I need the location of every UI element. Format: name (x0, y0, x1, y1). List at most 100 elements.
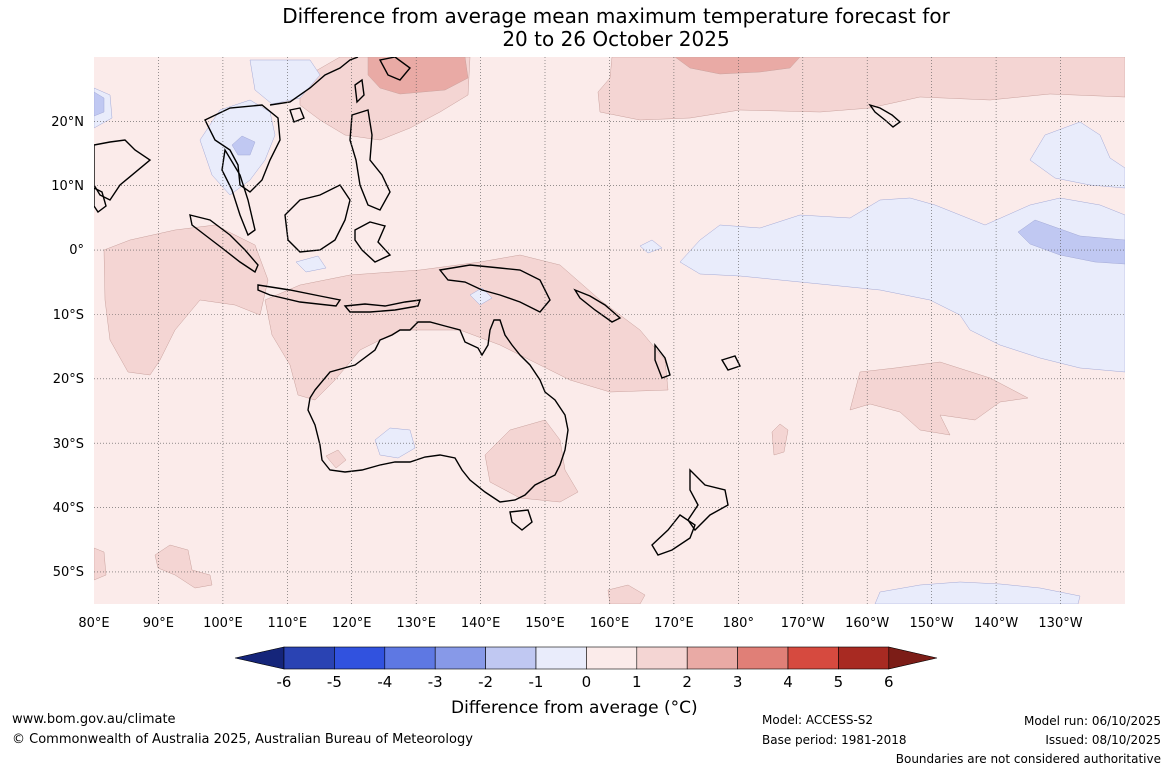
colorbar-bin (384, 646, 436, 670)
colorbar-arrow-low (234, 646, 285, 670)
new-zealand-south-coastline (651, 514, 696, 556)
lon-label: 150°E (525, 616, 565, 631)
lon-label: 140°W (974, 616, 1018, 631)
warm-anomaly-south-indian (154, 544, 213, 589)
colorbar-bin (334, 646, 386, 670)
sumatra-coastline (189, 214, 259, 274)
base-period: Base period: 1981-2018 (762, 733, 907, 747)
cool-anomaly-borneo-coast (295, 255, 327, 273)
cool-anomaly-south-pacific-band (874, 581, 1081, 604)
lon-label: 90°E (143, 616, 174, 631)
lat-label: 40°S (53, 501, 84, 516)
colorbar-tick: 4 (783, 673, 793, 691)
indochina-coastline (204, 104, 281, 193)
colorbar-tick: -6 (277, 673, 292, 691)
colorbar-tick: -5 (327, 673, 342, 691)
lat-label: 30°S (53, 437, 84, 452)
lon-label: 140°E (461, 616, 501, 631)
hainan-coastline (289, 107, 305, 123)
latitude-labels: 20°N 10°N 0° 10°S 20°S 30°S 40°S 50°S (51, 115, 84, 580)
malay-peninsula-coastline (221, 147, 256, 237)
cool-anomaly-equator-small (639, 239, 663, 254)
java-coastline (257, 284, 342, 307)
warm-anomaly-south-east-australia (484, 419, 579, 503)
cool-anomaly-west-edge-core (94, 91, 105, 117)
colorbar (234, 646, 938, 670)
lon-label: 130°W (1038, 616, 1082, 631)
colorbar-tick: -4 (377, 673, 392, 691)
hawaii-coastline (868, 103, 902, 128)
warm-anomaly-west-edge-small (325, 449, 347, 469)
lon-label: 110°E (268, 616, 308, 631)
graticule (94, 57, 1125, 604)
new-zealand-north-coastline (687, 468, 729, 532)
colorbar-bin (283, 646, 335, 670)
borneo-coastline (284, 184, 351, 253)
model-run-date: Model run: 06/10/2025 (1023, 714, 1161, 728)
lesser-sunda-coastline (343, 299, 422, 313)
model-name: Model: ACCESS-S2 (762, 713, 874, 727)
colorbar-tick-labels: -6 -5 -4 -3 -2 -1 0 1 2 3 4 5 6 (277, 673, 894, 691)
philippines-coastline (349, 109, 391, 211)
colorbar-tick: 6 (884, 673, 894, 691)
taiwan-coastline (354, 78, 365, 104)
copyright-text: © Commonwealth of Australia 2025, Austra… (12, 732, 473, 747)
lon-label: 150°W (910, 616, 954, 631)
lat-label: 10°S (53, 308, 84, 323)
lon-label: 80°E (78, 616, 109, 631)
colorbar-bin (586, 646, 638, 670)
cool-anomaly-central-pacific-core (1017, 219, 1125, 265)
sulawesi-coastline (354, 221, 392, 263)
warm-anomaly-tasman (771, 423, 789, 456)
new-guinea-coastline (438, 264, 551, 313)
colorbar-bin (787, 646, 839, 670)
warm-anomaly-north-pacific-core (674, 57, 801, 75)
longitude-labels: 80°E 90°E 100°E 110°E 120°E 130°E 140°E … (78, 616, 1082, 631)
sri-lanka-coastline (94, 187, 107, 214)
colorbar-label: Difference from average (°C) (451, 698, 698, 718)
chart-title-line-2: 20 to 26 October 2025 (502, 27, 730, 51)
colorbar-tick: 1 (632, 673, 642, 691)
colorbar-bin (636, 646, 688, 670)
lon-label: 100°E (203, 616, 243, 631)
colorbar-bin (686, 646, 738, 670)
new-caledonia-coastline (654, 342, 671, 379)
anomaly-field (94, 57, 1125, 604)
colorbar-arrow-high (888, 646, 938, 670)
lon-label: 160°W (845, 616, 889, 631)
colorbar-tick: 5 (834, 673, 844, 691)
lat-label: 50°S (53, 565, 84, 580)
tasmania-coastline (509, 509, 533, 531)
boundary-disclaimer: Boundaries are not considered authoritat… (895, 752, 1161, 766)
colorbar-bin (485, 646, 537, 670)
coastlines (94, 57, 902, 556)
solomon-islands-coastline (573, 288, 622, 323)
fiji-coastline (720, 355, 741, 371)
chart-title-line-1: Difference from average mean maximum tem… (282, 4, 950, 28)
lon-label: 170°E (654, 616, 694, 631)
lat-label: 10°N (51, 179, 84, 194)
warm-anomaly-south-pacific (849, 361, 1029, 436)
colorbar-tick: 2 (682, 673, 692, 691)
warm-anomaly-australia-coral-sea (264, 254, 669, 401)
colorbar-bin (838, 646, 890, 670)
lon-label: 180° (723, 616, 754, 631)
australia-coastline (307, 319, 569, 503)
japan-coastline (378, 57, 412, 81)
cool-anomaly-equatorial-pacific (679, 197, 1125, 373)
warm-anomaly-east-china-sea (367, 57, 469, 95)
warm-anomaly-south-west-edge (94, 547, 107, 581)
lon-label: 130°E (396, 616, 436, 631)
colorbar-tick: 0 (582, 673, 592, 691)
issued-date: Issued: 08/10/2025 (1045, 733, 1161, 747)
warm-anomaly-south-ocean (607, 584, 646, 604)
website-link[interactable]: www.bom.gov.au/climate (12, 712, 176, 727)
colorbar-bin (434, 646, 486, 670)
lat-label: 20°S (53, 372, 84, 387)
colorbar-bin (737, 646, 789, 670)
colorbar-bin (535, 646, 587, 670)
china-coastline (269, 57, 359, 106)
lat-label: 20°N (51, 115, 84, 130)
colorbar-tick: -1 (529, 673, 544, 691)
lon-label: 120°E (332, 616, 372, 631)
